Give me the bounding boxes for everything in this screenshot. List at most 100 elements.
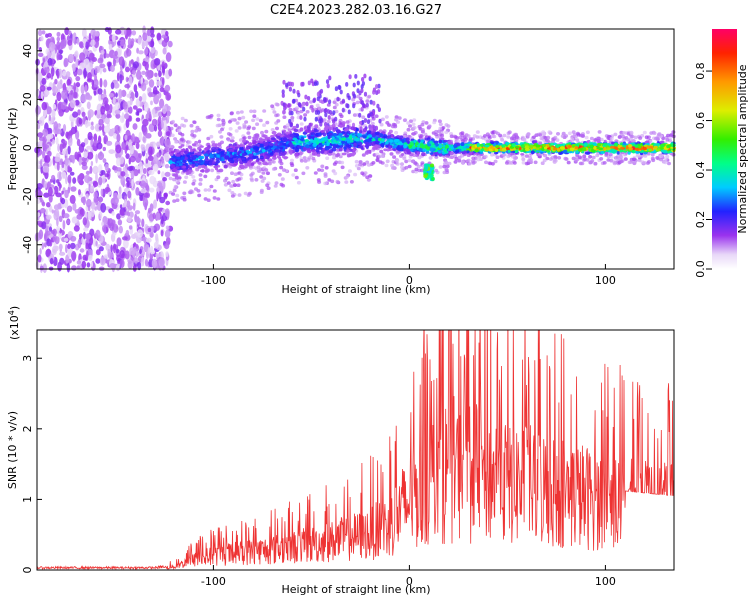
heatmap-cell — [231, 179, 236, 184]
heatmap-cell — [420, 139, 425, 143]
heatmap-cell — [227, 120, 232, 124]
heatmap-cell — [575, 138, 580, 142]
heatmap-cell — [82, 217, 88, 226]
heatmap-cell — [86, 95, 93, 100]
heatmap-cell — [332, 127, 336, 132]
heatmap-cell — [135, 98, 141, 107]
heatmap-cell — [46, 214, 52, 220]
heatmap-cell — [333, 171, 338, 176]
heatmap-cell — [575, 131, 580, 136]
heatmap-cell — [139, 248, 142, 254]
heatmap-cell — [353, 151, 357, 155]
heatmap-cell — [593, 161, 598, 166]
heatmap-cell — [443, 139, 448, 143]
heatmap-cell — [384, 115, 389, 119]
heatmap-cell — [122, 236, 128, 241]
heatmap-cell — [304, 139, 309, 142]
heatmap-cell — [380, 161, 385, 165]
heatmap-cell — [126, 180, 130, 188]
heatmap-cell — [337, 142, 343, 146]
heatmap-cell — [103, 79, 108, 88]
heatmap-cell — [76, 138, 81, 147]
heatmap-cell — [487, 136, 492, 140]
heatmap-cell — [124, 211, 129, 216]
heatmap-cell — [204, 160, 209, 164]
heatmap-cell — [185, 148, 189, 151]
heatmap-cell — [326, 83, 330, 89]
heatmap-cell — [146, 70, 152, 80]
heatmap-cell — [279, 158, 283, 163]
heatmap-cell — [320, 164, 325, 169]
heatmap-cell — [109, 222, 115, 231]
heatmap-cell — [101, 123, 105, 134]
heatmap-cell — [409, 153, 414, 157]
heatmap-cell — [43, 192, 50, 198]
heatmap-cell — [314, 116, 318, 122]
heatmap-cell — [460, 131, 465, 135]
heatmap-cell — [336, 96, 340, 102]
heatmap-cell — [230, 191, 235, 195]
heatmap-cell — [140, 188, 147, 194]
heatmap-cell — [171, 192, 176, 196]
heatmap-cell — [128, 76, 133, 86]
heatmap-cell — [131, 30, 137, 36]
heatmap-cell — [626, 137, 631, 142]
heatmap-cell — [402, 134, 407, 139]
heatmap-cell — [276, 155, 280, 159]
heatmap-cell — [643, 154, 648, 158]
heatmap-cell — [299, 159, 304, 163]
heatmap-cell — [103, 254, 109, 259]
heatmap-cell — [167, 40, 173, 48]
heatmap-cell — [125, 153, 130, 160]
heatmap-cell — [538, 141, 543, 146]
heatmap-cell — [56, 161, 60, 171]
heatmap-cell — [241, 115, 246, 120]
heatmap-cell — [191, 175, 196, 179]
heatmap-cell — [324, 112, 328, 118]
heatmap-cell — [327, 135, 331, 140]
heatmap-cell — [68, 53, 74, 63]
heatmap-cell — [135, 111, 140, 116]
heatmap-cell — [275, 113, 280, 117]
heatmap-cell — [181, 139, 186, 143]
heatmap-cell — [118, 186, 122, 195]
heatmap-cell — [149, 245, 154, 255]
heatmap-cell — [38, 190, 43, 198]
heatmap-cell — [150, 26, 155, 35]
heatmap-cell — [125, 144, 129, 151]
heatmap-cell — [192, 120, 197, 125]
heatmap-cell — [140, 144, 146, 152]
heatmap-cell — [619, 159, 624, 164]
heatmap-cell — [51, 245, 58, 256]
heatmap-cell — [402, 118, 407, 123]
heatmap-cell — [282, 115, 287, 119]
heatmap-cell — [160, 119, 164, 129]
heatmap-cell — [606, 158, 611, 162]
heatmap-cell — [574, 158, 579, 162]
heatmap-cell — [116, 133, 121, 143]
heatmap-cell — [215, 160, 219, 164]
heatmap-cell — [192, 179, 197, 183]
heatmap-cell — [63, 59, 68, 68]
heatmap-cell — [100, 49, 105, 55]
heatmap-cell — [362, 162, 367, 166]
heatmap-cell — [292, 88, 296, 94]
heatmap-cell — [615, 155, 620, 159]
heatmap-cell — [262, 176, 267, 181]
heatmap-cell — [161, 65, 165, 74]
heatmap-cell — [92, 165, 99, 175]
heatmap-cell — [582, 154, 587, 159]
heatmap-cell — [366, 119, 371, 125]
heatmap-cell — [526, 133, 531, 137]
heatmap-cell — [54, 78, 58, 85]
chart-title: C2E4.2023.282.03.16.G27 — [270, 3, 442, 18]
heatmap-cell — [44, 155, 51, 164]
heatmap-cell — [238, 157, 242, 162]
heatmap-cell — [78, 41, 84, 48]
heatmap-cell — [56, 225, 61, 232]
heatmap-cell — [141, 256, 145, 267]
heatmap-cell — [58, 49, 63, 55]
heatmap-cell — [135, 217, 141, 225]
heatmap-cell — [279, 165, 284, 170]
heatmap-cell — [571, 156, 576, 161]
